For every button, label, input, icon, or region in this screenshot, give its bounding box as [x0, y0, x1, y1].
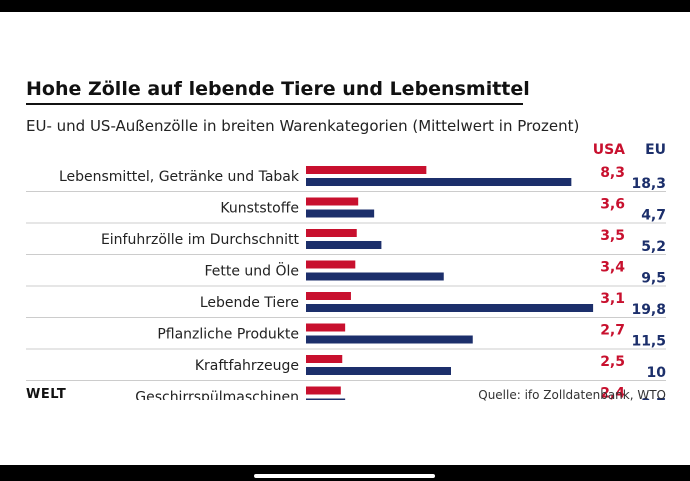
bar-eu-row-2 [306, 209, 375, 218]
category-label-row-8: Geschirrspülmaschinen [135, 390, 299, 401]
chart-title: Hohe Zölle auf lebende Tiere und Lebensm… [26, 78, 530, 100]
bar-eu-row-7 [306, 367, 451, 375]
chart-subtitle: EU- und US-Außenzölle in breiten Warenka… [26, 117, 580, 135]
legend-usa: USA [592, 142, 625, 158]
value-label-usa-row-7: 2,5 [600, 354, 625, 370]
value-label-usa-row-3: 3,5 [600, 228, 625, 244]
bottom-black-bar [0, 465, 690, 481]
top-black-bar [0, 0, 690, 12]
category-label-row-2: Kunststoffe [220, 201, 299, 217]
bar-usa-row-4 [306, 260, 356, 269]
source-note: Quelle: ifo Zolldatenbank, WTO [478, 388, 666, 402]
value-label-eu-row-3: 5,2 [641, 239, 666, 255]
category-label-row-7: Kraftfahrzeuge [195, 358, 299, 374]
welt-logo: WELT [26, 387, 67, 402]
value-label-eu-row-7: 10 [647, 365, 667, 381]
value-label-eu-row-8: 2,7 [641, 397, 666, 401]
category-label-row-3: Einfuhrzölle im Durchschnitt [101, 232, 300, 248]
bar-usa-row-8 [306, 386, 341, 395]
category-label-row-5: Lebende Tiere [200, 295, 299, 311]
value-label-usa-row-2: 3,6 [600, 197, 625, 213]
bar-eu-row-5 [306, 304, 594, 312]
category-label-row-1: Lebensmittel, Getränke und Tabak [59, 169, 300, 185]
legend-eu: EU [645, 142, 666, 158]
bar-eu-row-1 [306, 178, 572, 186]
value-label-usa-row-4: 3,4 [600, 260, 625, 276]
value-label-usa-row-8: 2,4 [600, 386, 625, 401]
bar-usa-row-1 [306, 166, 427, 174]
value-label-usa-row-6: 2,7 [600, 323, 625, 339]
title-underline [26, 103, 523, 105]
value-label-eu-row-4: 9,5 [641, 271, 666, 287]
bar-usa-row-2 [306, 197, 359, 206]
category-label-row-4: Fette und Öle [204, 262, 299, 280]
value-label-eu-row-6: 11,5 [631, 334, 666, 350]
bar-chart: Lebensmittel, Getränke und Tabak 8,3 18,3 K… [26, 165, 667, 401]
value-label-eu-row-1: 18,3 [631, 176, 666, 192]
bar-usa-row-6 [306, 323, 346, 332]
bar-eu-row-6 [306, 335, 473, 344]
category-label-row-6: Pflanzliche Produkte [157, 327, 299, 343]
bar-usa-row-3 [306, 229, 357, 237]
bar-eu-row-3 [306, 241, 382, 249]
bar-eu-row-8 [306, 398, 346, 400]
value-label-usa-row-5: 3,1 [600, 291, 625, 307]
home-indicator[interactable] [254, 474, 435, 478]
value-label-eu-row-5: 19,8 [631, 302, 666, 318]
value-label-eu-row-2: 4,7 [641, 208, 666, 224]
bar-eu-row-4 [306, 272, 444, 281]
bar-usa-row-5 [306, 292, 351, 300]
value-label-usa-row-1: 8,3 [600, 165, 625, 181]
bar-usa-row-7 [306, 355, 343, 363]
